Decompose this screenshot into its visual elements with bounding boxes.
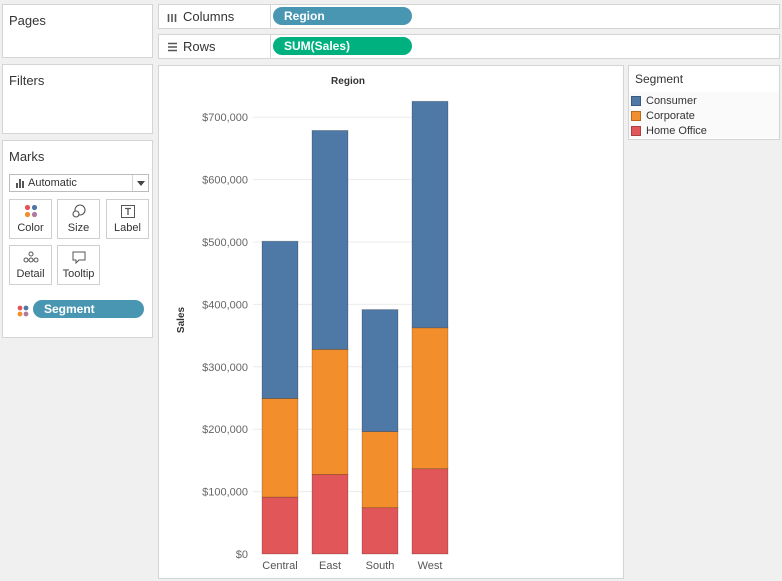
x-tick-label: West [418,560,443,572]
size-icon [58,200,99,222]
y-tick-label: $100,000 [202,487,248,499]
rows-icon [165,42,179,52]
chevron-down-icon[interactable] [132,175,148,191]
x-tick-label: Central [262,560,297,572]
bar-segment [311,130,349,350]
legend-item-home-office[interactable]: Home Office [631,123,707,138]
sum-sales-pill[interactable]: SUM(Sales) [273,37,412,55]
bar-chart-icon [16,178,24,188]
bar-segment [261,496,299,555]
columns-label: Columns [183,9,235,24]
label-icon [107,200,148,222]
legend-label: Home Office [646,124,707,137]
columns-icon [165,12,179,22]
size-button[interactable]: Size [57,199,100,239]
columns-shelf-label: Columns [159,5,271,28]
tooltip-button[interactable]: Tooltip [57,245,100,285]
color-button[interactable]: Color [9,199,52,239]
x-tick-label: East [319,560,341,572]
legend-item-corporate[interactable]: Corporate [631,108,695,123]
y-tick-label: $500,000 [202,237,248,249]
bar-segment [311,474,349,555]
rows-label: Rows [183,39,216,54]
segment-color-pill[interactable]: Segment [33,300,144,318]
region-pill[interactable]: Region [273,7,412,25]
legend-swatch [631,95,641,106]
pages-panel: Pages [2,4,153,58]
filters-panel[interactable]: Filters [2,64,153,134]
chart-title: Region [331,76,365,87]
tooltip-button-label: Tooltip [62,268,95,280]
label-button[interactable]: Label [106,199,149,239]
legend-title: Segment [635,72,684,86]
size-button-label: Size [67,222,90,234]
bar-segment [261,240,299,399]
bar-chart: Region Sales $0 $100,000 $200,000 $300,000 $… [176,76,449,572]
segment-legend: Segment Consumer Corporate Home Office [628,65,780,140]
rows-shelf-label: Rows [159,35,271,58]
detail-button[interactable]: Detail [9,245,52,285]
color-button-label: Color [17,222,44,234]
x-tick-label: South [366,560,395,572]
legend-label: Consumer [646,94,697,107]
bar-segment [411,468,449,555]
legend-swatch [631,125,641,136]
bar-segment [361,309,399,433]
chart-view: Region Sales $0 $100,000 $200,000 $300,000 $… [158,65,624,579]
y-tick-label: $300,000 [202,362,248,374]
label-button-label: Label [114,222,141,234]
detail-icon [10,246,51,268]
y-tick-label: $200,000 [202,424,248,436]
bar-segment [411,100,449,329]
marks-title: Marks [9,149,45,164]
bar-segment [361,507,399,555]
y-tick-label: $400,000 [202,299,248,311]
marks-card: Marks Automatic Color [2,140,153,338]
mark-type-label: Automatic [28,177,77,189]
rows-shelf: Rows SUM(Sales) [158,34,780,59]
bar-segment [261,398,299,498]
pages-title: Pages [9,13,46,28]
y-tick-label: $600,000 [202,175,248,187]
detail-button-label: Detail [16,268,45,280]
legend-item-consumer[interactable]: Consumer [631,93,697,108]
tooltip-icon [58,246,99,268]
legend-swatch [631,110,641,121]
bar-segment [411,327,449,470]
color-encoding-icon [17,304,29,322]
y-tick-label: $700,000 [202,112,248,124]
bar-segment [311,349,349,475]
bar-segment [361,431,399,509]
color-dots-icon [10,200,51,222]
filters-title: Filters [9,73,45,88]
y-axis-label: Sales [176,306,187,333]
legend-label: Corporate [646,109,695,122]
columns-shelf: Columns Region [158,4,780,29]
y-tick-label: $0 [236,549,248,561]
mark-type-dropdown[interactable]: Automatic [9,174,149,192]
